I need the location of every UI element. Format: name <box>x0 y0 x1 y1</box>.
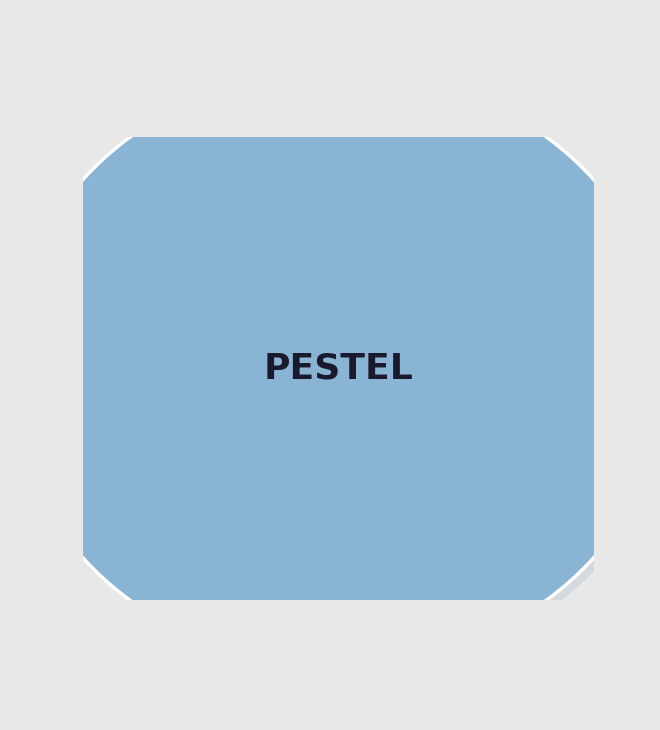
Circle shape <box>0 452 30 730</box>
Circle shape <box>0 0 30 285</box>
Circle shape <box>134 720 543 730</box>
Wedge shape <box>376 642 660 730</box>
Circle shape <box>139 725 548 730</box>
Circle shape <box>653 457 660 730</box>
Circle shape <box>8 70 660 667</box>
Circle shape <box>0 457 35 730</box>
Circle shape <box>0 0 35 291</box>
Wedge shape <box>0 0 300 95</box>
Circle shape <box>139 0 548 23</box>
Text: PESTEL: PESTEL <box>263 352 413 385</box>
Circle shape <box>653 0 660 291</box>
Circle shape <box>134 0 543 18</box>
Circle shape <box>15 77 660 674</box>
Wedge shape <box>0 642 300 730</box>
Wedge shape <box>376 0 660 95</box>
Circle shape <box>647 0 660 285</box>
Circle shape <box>647 452 660 730</box>
